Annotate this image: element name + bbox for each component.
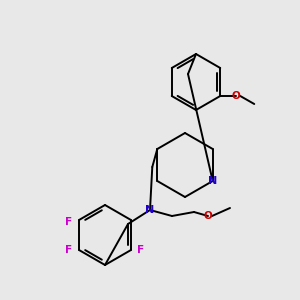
Text: F: F [65,217,73,227]
Text: N: N [146,205,154,215]
Text: O: O [232,91,241,101]
Text: F: F [65,245,73,255]
Text: F: F [137,245,145,255]
Text: N: N [208,176,217,186]
Text: O: O [204,211,212,221]
